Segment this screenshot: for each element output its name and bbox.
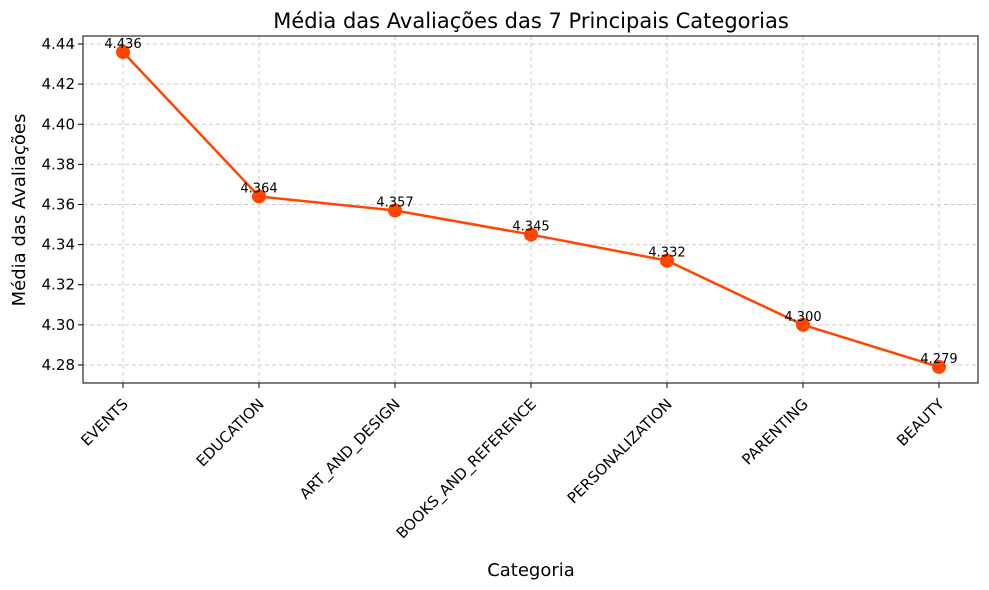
y-tick-label: 4.32 bbox=[42, 276, 75, 294]
y-tick-label: 4.30 bbox=[42, 316, 75, 334]
chart-title: Média das Avaliações das 7 Principais Ca… bbox=[273, 9, 789, 33]
data-labels: 4.436 4.364 4.357 4.345 4.332 4.300 4.279 bbox=[104, 37, 957, 367]
data-label: 4.345 bbox=[512, 220, 549, 235]
y-tick-label: 4.38 bbox=[42, 155, 75, 173]
data-point bbox=[388, 203, 402, 218]
x-axis-title: Categoria bbox=[487, 560, 575, 581]
grid-lines bbox=[83, 36, 978, 383]
data-point bbox=[796, 317, 810, 332]
data-label: 4.357 bbox=[376, 196, 413, 211]
data-label: 4.364 bbox=[240, 181, 277, 196]
data-label: 4.279 bbox=[920, 352, 957, 367]
data-point bbox=[252, 189, 266, 204]
y-tick-label: 4.42 bbox=[42, 75, 75, 93]
y-axis-ticks: 4.28 4.30 4.32 4.34 4.36 4.38 4.40 4.42 4.44 bbox=[42, 35, 83, 374]
data-label: 4.436 bbox=[104, 37, 141, 52]
data-label: 4.332 bbox=[648, 246, 685, 261]
y-tick-label: 4.34 bbox=[42, 236, 75, 254]
data-label: 4.300 bbox=[784, 310, 821, 325]
y-tick-label: 4.44 bbox=[42, 35, 75, 53]
series-points bbox=[116, 45, 946, 374]
y-tick-label: 4.36 bbox=[42, 195, 75, 213]
data-point bbox=[524, 227, 538, 242]
y-tick-label: 4.40 bbox=[42, 115, 75, 133]
data-point bbox=[116, 45, 130, 60]
data-point bbox=[932, 359, 946, 374]
y-axis-title: Média das Avaliações bbox=[9, 114, 30, 307]
data-point bbox=[660, 253, 674, 268]
y-tick-label: 4.28 bbox=[42, 356, 75, 374]
